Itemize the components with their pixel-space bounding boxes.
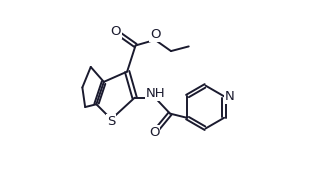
Text: O: O (150, 28, 160, 41)
Text: O: O (111, 25, 121, 38)
Text: N: N (225, 90, 235, 103)
Text: NH: NH (145, 87, 165, 101)
Text: O: O (149, 126, 160, 139)
Text: S: S (107, 114, 116, 128)
